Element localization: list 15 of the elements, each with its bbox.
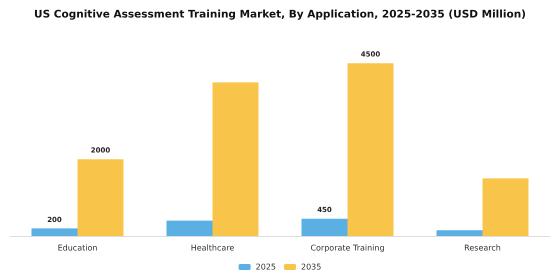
x-tick-label: Research (464, 244, 501, 252)
bar (32, 228, 78, 236)
bar (212, 82, 258, 236)
bar (78, 159, 124, 236)
legend-label: 2025 (256, 262, 276, 272)
x-tick-label: Education (58, 244, 98, 252)
chart-title: US Cognitive Assessment Training Market, By Application, 2025-2035 (USD Million) (34, 8, 526, 20)
legend-label: 2035 (301, 262, 322, 272)
bar (436, 230, 482, 236)
bar (482, 178, 528, 236)
bar (166, 220, 212, 236)
x-tick-label: Healthcare (190, 244, 234, 252)
bar (348, 63, 394, 236)
bar (302, 218, 348, 236)
x-tick-label: Corporate Training (310, 244, 385, 252)
